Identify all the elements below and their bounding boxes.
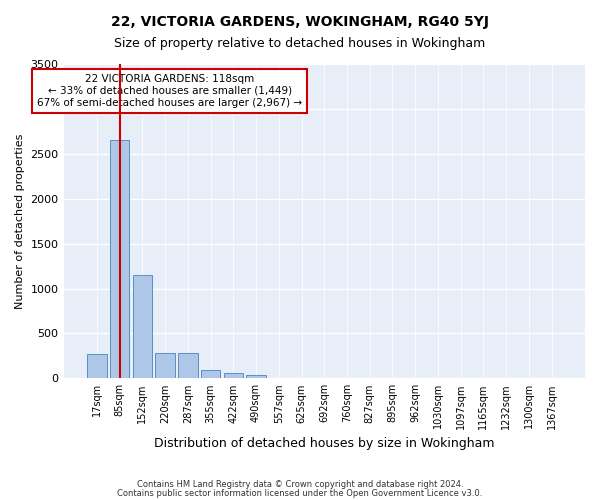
Text: Size of property relative to detached houses in Wokingham: Size of property relative to detached ho… — [115, 38, 485, 51]
Text: 22, VICTORIA GARDENS, WOKINGHAM, RG40 5YJ: 22, VICTORIA GARDENS, WOKINGHAM, RG40 5Y… — [111, 15, 489, 29]
Bar — [178, 352, 197, 378]
Bar — [133, 274, 152, 378]
Text: Contains public sector information licensed under the Open Government Licence v3: Contains public sector information licen… — [118, 489, 482, 498]
X-axis label: Distribution of detached houses by size in Wokingham: Distribution of detached houses by size … — [154, 437, 494, 450]
Bar — [87, 354, 107, 378]
Bar — [110, 140, 130, 378]
Y-axis label: Number of detached properties: Number of detached properties — [15, 134, 25, 309]
Text: 22 VICTORIA GARDENS: 118sqm
← 33% of detached houses are smaller (1,449)
67% of : 22 VICTORIA GARDENS: 118sqm ← 33% of det… — [37, 74, 302, 108]
Bar — [201, 370, 220, 378]
Bar — [247, 375, 266, 378]
Bar — [155, 352, 175, 378]
Bar — [224, 374, 243, 378]
Text: Contains HM Land Registry data © Crown copyright and database right 2024.: Contains HM Land Registry data © Crown c… — [137, 480, 463, 489]
